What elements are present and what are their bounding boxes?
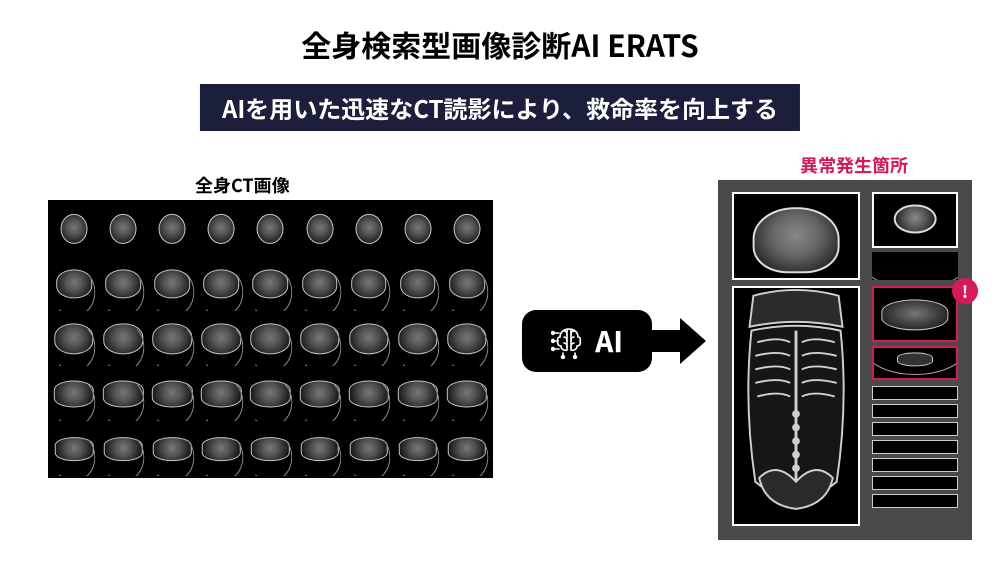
alert-badge-glyph: ! xyxy=(962,279,968,303)
ct-slice xyxy=(99,367,147,421)
ct-slice xyxy=(50,422,98,476)
ct-slice xyxy=(50,202,98,256)
arrow-right-icon xyxy=(650,318,706,364)
ct-image-grid xyxy=(48,200,493,478)
result-stripe xyxy=(872,458,958,472)
ct-slice xyxy=(148,312,196,366)
ct-slice xyxy=(296,202,344,256)
ct-slice xyxy=(246,312,294,366)
result-stripe xyxy=(872,494,958,508)
result-head-coronal xyxy=(732,192,860,280)
ct-slice xyxy=(345,257,393,311)
ct-slice xyxy=(50,367,98,421)
subtitle-bar: AIを用いた迅速なCT読影により、救命率を向上する xyxy=(200,84,800,131)
ct-slice xyxy=(197,422,245,476)
ct-slice xyxy=(394,257,442,311)
ct-slice xyxy=(197,202,245,256)
ct-slice xyxy=(345,312,393,366)
result-anomaly-slice xyxy=(872,286,958,342)
ct-slice xyxy=(296,367,344,421)
ct-slice xyxy=(99,422,147,476)
ct-slice xyxy=(443,367,491,421)
ct-slice xyxy=(246,367,294,421)
ai-processor-box: AI xyxy=(522,310,652,372)
result-head-axial xyxy=(872,192,958,248)
ct-slice xyxy=(443,257,491,311)
left-ct-label: 全身CT画像 xyxy=(195,172,290,198)
result-stripe xyxy=(872,404,958,418)
ct-slice xyxy=(394,312,442,366)
ct-slice xyxy=(443,422,491,476)
result-stripe xyxy=(872,476,958,490)
ct-slice xyxy=(148,202,196,256)
ct-slice xyxy=(99,312,147,366)
ai-label: AI xyxy=(595,321,623,361)
ct-slice xyxy=(197,257,245,311)
anomaly-result-panel: ! xyxy=(718,180,972,540)
ct-slice xyxy=(99,257,147,311)
ct-slice xyxy=(197,312,245,366)
ct-slice xyxy=(148,422,196,476)
ct-slice xyxy=(50,312,98,366)
ct-slice xyxy=(296,257,344,311)
ct-slice xyxy=(246,422,294,476)
ct-slice xyxy=(345,367,393,421)
ct-slice xyxy=(246,257,294,311)
result-anomaly-stripe xyxy=(872,346,958,380)
result-torso-coronal xyxy=(732,286,860,526)
right-anomaly-label: 異常発生箇所 xyxy=(800,152,908,178)
ct-slice xyxy=(296,312,344,366)
ct-slice xyxy=(345,422,393,476)
ai-brain-icon xyxy=(551,323,587,359)
ct-slice xyxy=(246,202,294,256)
result-stripe xyxy=(872,386,958,400)
result-head-arcs xyxy=(872,252,958,280)
result-stripe xyxy=(872,422,958,436)
ct-slice xyxy=(197,367,245,421)
ct-slice xyxy=(99,202,147,256)
ct-slice xyxy=(443,202,491,256)
ct-slice xyxy=(443,312,491,366)
ct-slice xyxy=(394,367,442,421)
ct-slice xyxy=(148,367,196,421)
ct-slice xyxy=(345,202,393,256)
result-stripe xyxy=(872,440,958,454)
page-title: 全身検索型画像診断AI ERATS xyxy=(0,22,1000,66)
result-stripe-stack xyxy=(872,386,958,526)
ct-slice xyxy=(296,422,344,476)
ct-slice xyxy=(50,257,98,311)
ct-slice xyxy=(394,422,442,476)
ct-slice xyxy=(148,257,196,311)
ct-slice xyxy=(394,202,442,256)
alert-badge-icon: ! xyxy=(952,278,978,304)
slide: { "title": { "text": "全身検索型画像診断AI ERATS"… xyxy=(0,0,1000,563)
